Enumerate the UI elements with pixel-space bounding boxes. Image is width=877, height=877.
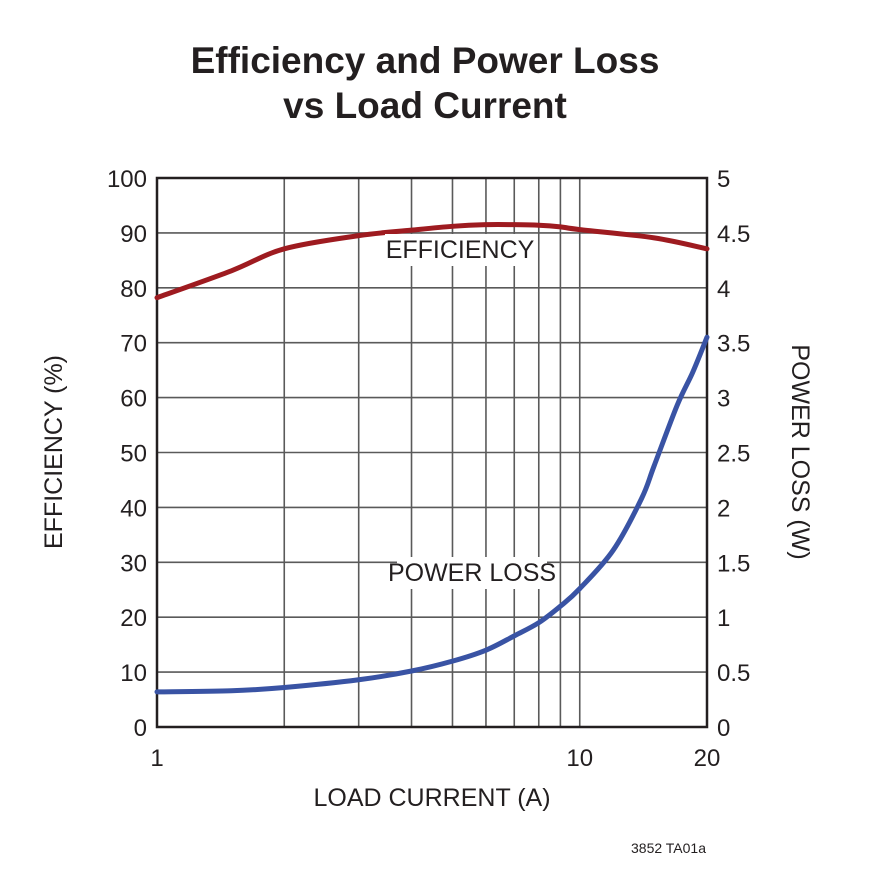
series-lines — [154, 222, 710, 695]
y-tick-label: 60 — [120, 386, 147, 413]
y-tick-label: 0 — [134, 715, 147, 742]
x-axis-label: LOAD CURRENT (A) — [313, 784, 550, 812]
series-line-power-loss — [154, 334, 710, 695]
y2-tick-label: 4 — [717, 276, 730, 303]
y-tick-label: 40 — [120, 495, 147, 522]
y2-tick-label: 3.5 — [717, 331, 750, 358]
series-label-bg — [397, 557, 547, 589]
series-label-bg — [385, 234, 535, 266]
series-label-power-loss: POWER LOSS — [388, 559, 556, 587]
y-tick-label: 50 — [120, 441, 147, 468]
y-tick-label: 80 — [120, 276, 147, 303]
plot-frame — [155, 176, 709, 729]
y-tick-label: 100 — [107, 166, 147, 193]
y2-tick-label: 2 — [717, 495, 730, 522]
x-tick-label: 10 — [566, 745, 593, 772]
y-tick-label: 70 — [120, 331, 147, 358]
y2-tick-label: 5 — [717, 166, 730, 193]
y2-tick-label: 0.5 — [717, 660, 750, 687]
y2-tick-label: 2.5 — [717, 441, 750, 468]
x-tick-label: 20 — [694, 745, 721, 772]
y2-tick-label: 4.5 — [717, 221, 750, 248]
y2-tick-label: 1 — [717, 605, 730, 632]
y-tick-label: 10 — [120, 660, 147, 687]
y-tick-label: 90 — [120, 221, 147, 248]
series-labels: EFFICIENCY POWER LOSS — [385, 234, 556, 589]
chart-title-line-2: vs Load Current — [283, 85, 567, 126]
y-axis-label: EFFICIENCY (%) — [40, 355, 68, 549]
chart-title-line-1: Efficiency and Power Loss — [191, 40, 660, 81]
y-tick-label: 30 — [120, 550, 147, 577]
tick-labels: 0 10 20 30 40 50 60 70 80 90 100 0 0.5 1 1.5 2 2.5 3 3.5 4 4… — [107, 166, 750, 772]
footnote: 3852 TA01a — [631, 840, 706, 856]
grid — [155, 176, 709, 729]
y-tick-label: 20 — [120, 605, 147, 632]
y2-tick-label: 3 — [717, 386, 730, 413]
series-label-efficiency: EFFICIENCY — [386, 236, 535, 264]
series-line-efficiency — [154, 222, 710, 301]
y2-axis-label: POWER LOSS (W) — [786, 344, 814, 559]
x-tick-label: 1 — [150, 745, 163, 772]
y2-tick-label: 1.5 — [717, 550, 750, 577]
y2-tick-label: 0 — [717, 715, 730, 742]
